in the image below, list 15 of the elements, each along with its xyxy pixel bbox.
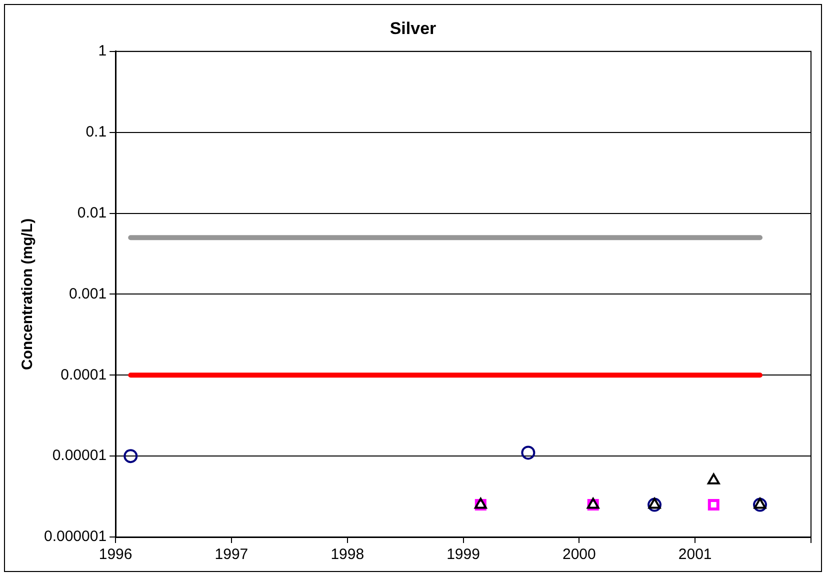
x-tick-label: 2001 bbox=[678, 546, 712, 564]
x-tick-label: 1997 bbox=[214, 546, 248, 564]
y-tick-label: 0.00001 bbox=[52, 447, 107, 464]
y-tick-label: 0.0001 bbox=[60, 366, 107, 384]
y-tick-label: 0.000001 bbox=[44, 528, 107, 546]
x-tick-label: 1996 bbox=[98, 546, 132, 564]
x-tick-label: 1998 bbox=[330, 546, 364, 564]
x-tick-label: 2000 bbox=[562, 546, 596, 564]
chart-title: Silver bbox=[390, 18, 437, 38]
y-tick-label: 0.1 bbox=[86, 123, 107, 140]
y-axis-title: Concentration (mg/L) bbox=[19, 218, 36, 370]
y-tick-label: 1 bbox=[98, 42, 107, 60]
y-tick-label: 0.01 bbox=[77, 204, 107, 222]
y-tick-label: 0.001 bbox=[69, 285, 107, 302]
x-tick-label: 1999 bbox=[446, 546, 480, 564]
